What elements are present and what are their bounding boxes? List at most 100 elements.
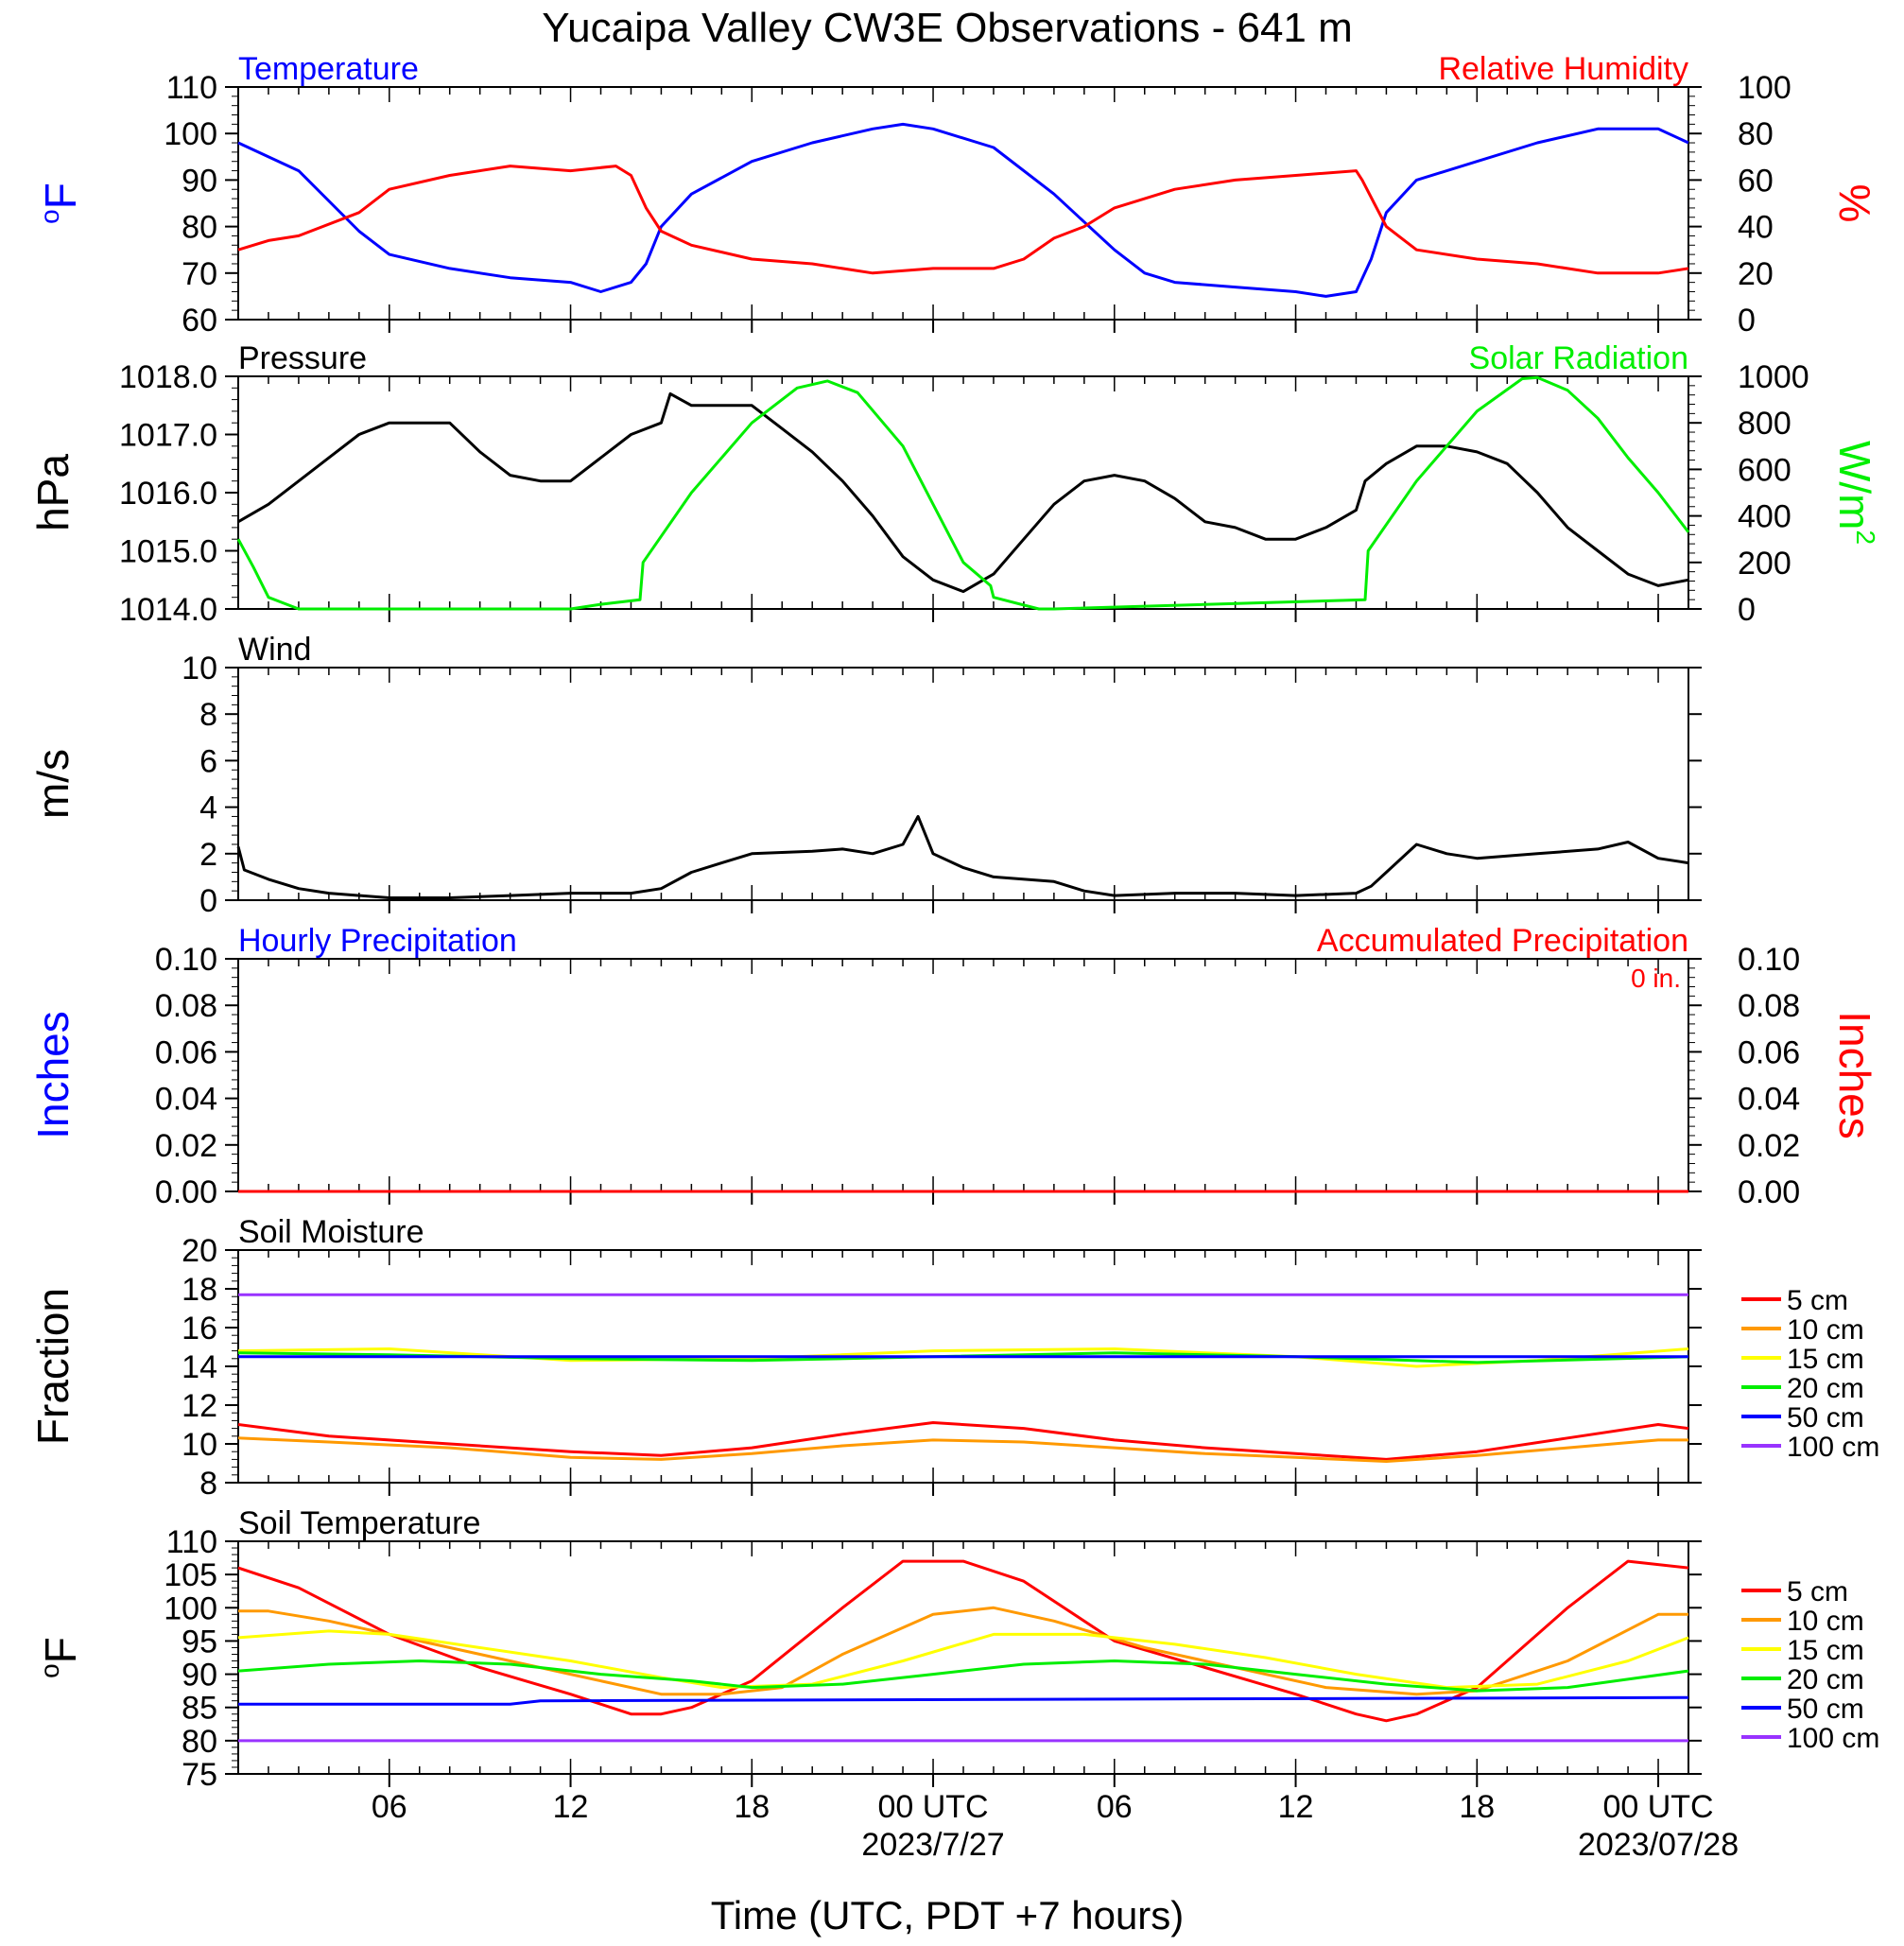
legend-label: 10 cm — [1787, 1606, 1864, 1637]
y-left-tick-label: 0.02 — [155, 1128, 217, 1164]
x-tick-label: 12 — [1278, 1789, 1314, 1825]
y-left-axis-title: oF — [35, 1637, 85, 1678]
y-left-tick-label: 85 — [182, 1691, 217, 1727]
legend-label: 15 cm — [1787, 1635, 1864, 1666]
unit-letter: F — [36, 1637, 85, 1663]
y-right-tick-label: 0 — [1738, 592, 1756, 628]
y-left-tick-label: 1017.0 — [119, 418, 217, 454]
y-left-tick-label: 16 — [182, 1311, 217, 1347]
y-left-tick-label: 0.08 — [155, 988, 217, 1024]
x-date-label: 2023/7/27 — [861, 1827, 1004, 1863]
y-right-tick-label: 60 — [1738, 163, 1774, 199]
legend-label: 100 cm — [1787, 1723, 1879, 1754]
y-left-tick-label: 80 — [182, 1724, 217, 1760]
y-right-tick-label: 1000 — [1738, 359, 1809, 395]
y-right-tick-label: 0.08 — [1738, 988, 1800, 1024]
series-line-relative-humidity — [237, 165, 1689, 275]
legend-label: 15 cm — [1787, 1344, 1864, 1375]
y-left-tick-label: 100 — [164, 1590, 217, 1626]
y-left-tick-label: 105 — [164, 1557, 217, 1593]
y-left-tick-label: 2 — [199, 837, 217, 873]
series-line-5-cm — [237, 1421, 1689, 1461]
y-left-tick-label: 0.10 — [155, 942, 217, 978]
y-left-tick-label: 100 — [164, 116, 217, 152]
degree-symbol: o — [35, 1663, 64, 1678]
x-tick-label: 18 — [734, 1789, 770, 1825]
panel-frame — [237, 958, 1689, 1192]
y-left-tick-label: 0.00 — [155, 1174, 217, 1210]
y-left-tick-label: 80 — [182, 210, 217, 246]
series-line-temperature — [237, 122, 1689, 298]
y-left-tick-label: 14 — [182, 1349, 217, 1385]
y-left-tick-label: 20 — [182, 1233, 217, 1269]
legend-label: 5 cm — [1787, 1576, 1848, 1607]
x-tick-label: 12 — [553, 1789, 589, 1825]
y-right-axis-title: % — [1830, 184, 1879, 223]
panel-pressure_solar: 1018.0 1017.0 1016.0 1015.0 1014.0 1000 800 600… — [28, 340, 1880, 628]
unit-letter: F — [36, 182, 85, 209]
x-tick-label: 06 — [372, 1789, 407, 1825]
y-right-tick-label: 600 — [1738, 452, 1791, 488]
x-tick-label: 18 — [1459, 1789, 1495, 1825]
chart-title: Yucaipa Valley CW3E Observations - 641 m — [542, 5, 1353, 51]
legend-label: 20 cm — [1787, 1373, 1864, 1404]
y-right-tick-label: 80 — [1738, 116, 1774, 152]
series-line-50-cm — [238, 1695, 1689, 1706]
panel-precipitation: 0.10 0.08 0.06 0.04 0.02 0.00 0.10 0.08 0.06 0.04… — [28, 923, 1879, 1210]
y-right-tick-label: 0.00 — [1738, 1174, 1800, 1210]
panel-title-left: Temperature — [238, 51, 419, 87]
y-right-tick-label: 100 — [1738, 70, 1791, 106]
x-tick-label: 06 — [1097, 1789, 1133, 1825]
y-right-axis-title: Inches — [1830, 1011, 1879, 1139]
y-right-axis-title: W/m2 — [1830, 441, 1880, 545]
y-left-tick-label: 110 — [166, 1524, 217, 1560]
y-left-tick-label: 10 — [182, 651, 217, 686]
accumulated-total-label: 0 in. — [1631, 964, 1681, 993]
panel-title-right: Accumulated Precipitation — [1317, 923, 1688, 959]
legend-label: 50 cm — [1787, 1402, 1864, 1433]
x-date-label: 2023/07/28 — [1578, 1827, 1739, 1863]
legend-label: 5 cm — [1787, 1285, 1848, 1316]
x-tick-label: 00 UTC — [877, 1789, 988, 1825]
y-left-tick-label: 110 — [166, 70, 217, 106]
panel-wind: 10 8 6 4 2 0 Wind m/s — [28, 632, 1702, 919]
series-line-10-cm — [237, 1436, 1688, 1463]
y-right-tick-label: 200 — [1738, 546, 1791, 582]
series-line-solar-radiation — [236, 375, 1690, 611]
y-left-tick-label: 95 — [182, 1624, 217, 1659]
y-right-tick-label: 0.10 — [1738, 942, 1800, 978]
y-left-tick-label: 18 — [182, 1272, 217, 1308]
y-right-tick-label: 0.04 — [1738, 1082, 1800, 1118]
series-line-15-cm — [237, 1629, 1689, 1690]
y-right-tick-label: 0.06 — [1738, 1034, 1800, 1070]
legend-label: 50 cm — [1787, 1694, 1864, 1725]
y-left-tick-label: 0.04 — [155, 1082, 217, 1118]
superscript: 2 — [1851, 530, 1880, 545]
series-line-wind — [236, 814, 1689, 899]
y-left-tick-label: 4 — [199, 791, 217, 826]
y-left-axis-title: hPa — [28, 454, 78, 531]
y-right-tick-label: 0.02 — [1738, 1128, 1800, 1164]
panel-title-right: Solar Radiation — [1469, 340, 1688, 376]
y-left-tick-label: 70 — [182, 256, 217, 292]
legend-label: 100 cm — [1787, 1432, 1879, 1463]
panel-title-left: Wind — [238, 632, 311, 668]
panel-title-right: Relative Humidity — [1438, 51, 1688, 87]
degree-symbol: o — [35, 209, 64, 224]
y-left-axis-title: Inches — [28, 1011, 78, 1139]
series-line-5-cm — [237, 1559, 1689, 1723]
x-tick-label: 00 UTC — [1602, 1789, 1713, 1825]
y-left-tick-label: 6 — [199, 743, 217, 779]
legend-label: 10 cm — [1787, 1314, 1864, 1346]
y-left-tick-label: 10 — [182, 1427, 217, 1463]
y-left-axis-title: oF — [35, 182, 85, 224]
y-left-tick-label: 1018.0 — [119, 359, 217, 395]
y-left-tick-label: 8 — [199, 697, 217, 733]
y-right-tick-label: 20 — [1738, 256, 1774, 292]
y-left-tick-label: 1016.0 — [119, 476, 217, 512]
